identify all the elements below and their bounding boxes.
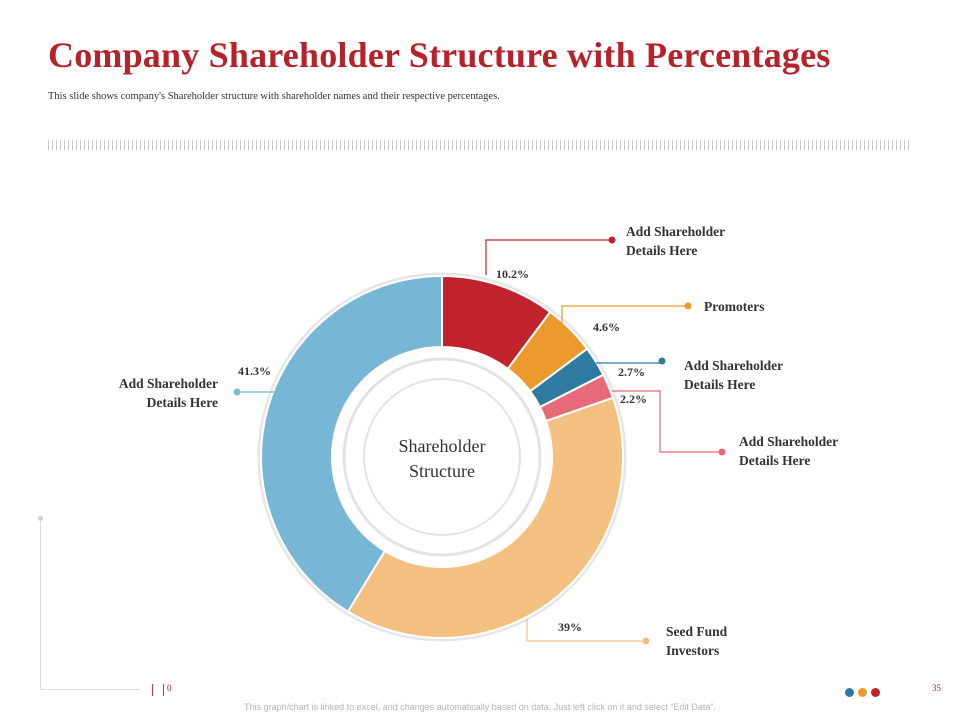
donut-slice-6[interactable] [260, 274, 443, 613]
frame-line-vertical [40, 519, 41, 690]
callout-line-4 [612, 390, 722, 453]
page-subtitle: This slide shows company's Shareholder s… [48, 91, 500, 102]
hatched-divider [48, 140, 910, 150]
callout-line-1 [485, 239, 612, 275]
data-label-6: 41.3% [238, 364, 271, 378]
data-label-1: 10.2% [496, 267, 529, 281]
center-label-line-1: Shareholder [399, 436, 486, 456]
callout-dot-3 [658, 357, 666, 365]
callout-dot-5 [642, 637, 650, 645]
callout-line-5 [526, 619, 646, 642]
callout-line-2 [561, 305, 688, 336]
donut-outer-ring [257, 272, 627, 642]
frame-line-dot [38, 516, 43, 521]
frame-line-horizontal [40, 689, 140, 690]
inner-ring-inner [363, 378, 521, 536]
slice-label-2-line-1: Promoters [704, 299, 764, 314]
footer-dots [845, 684, 884, 702]
footer-left-mark: 0 [167, 683, 172, 693]
footer-dot-orange [858, 688, 867, 697]
callout-dot-2 [684, 302, 692, 310]
data-label-3: 2.7% [618, 365, 645, 379]
footer-dot-blue [845, 688, 854, 697]
slice-label-5-line-1: Seed Fund [666, 624, 728, 639]
slice-label-5-line-2: Investors [666, 643, 719, 658]
page-title: Company Shareholder Structure with Perce… [48, 35, 831, 75]
donut-slice-5[interactable] [346, 396, 624, 639]
center-label-line-2: Structure [409, 461, 475, 481]
slice-label-6-line-2: Details Here [147, 395, 218, 410]
callout-dot-1 [608, 236, 616, 244]
footer-bar-mark [152, 684, 164, 696]
page-number: 35 [932, 683, 941, 693]
slice-label-3-line-2: Details Here [684, 377, 755, 392]
slice-label-3-line-1: Add Shareholder [684, 358, 783, 373]
slice-label-1-line-2: Details Here [626, 243, 697, 258]
footer-dot-red [871, 688, 880, 697]
callout-dot-6 [233, 388, 241, 396]
slice-label-4-line-1: Add Shareholder [739, 434, 838, 449]
slice-label-1-line-1: Add Shareholder [626, 224, 725, 239]
callout-dot-4 [718, 448, 726, 456]
data-label-5: 39% [558, 620, 582, 634]
slice-label-6-line-1: Add Shareholder [119, 376, 218, 391]
data-label-2: 4.6% [593, 320, 620, 334]
data-label-4: 2.2% [620, 392, 647, 406]
footer-note: This graph/chart is linked to excel, and… [244, 702, 716, 712]
slice-label-4-line-2: Details Here [739, 453, 810, 468]
